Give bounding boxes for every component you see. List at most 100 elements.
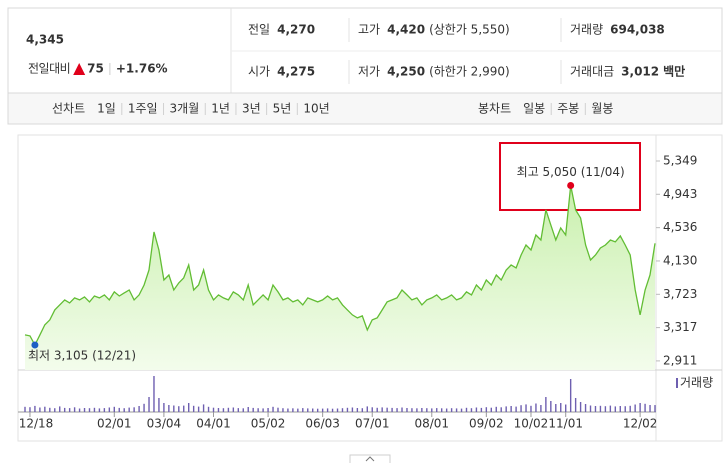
volume-bar — [158, 398, 160, 412]
volume-bar — [277, 407, 279, 412]
high-label: 최고 5,050 (11/04) — [517, 165, 625, 179]
tab[interactable]: 3년 — [242, 102, 261, 116]
volume-bar — [351, 407, 354, 412]
volume-bar — [604, 406, 607, 412]
tab[interactable]: 3개월 — [170, 102, 200, 116]
volume-bar — [535, 403, 537, 412]
volume-bar — [440, 408, 443, 412]
volume-bar — [416, 408, 418, 412]
volume-bar — [34, 405, 36, 412]
tab-bar — [7, 92, 723, 125]
volume-bar — [118, 407, 120, 412]
volume-legend: 거래량 — [680, 376, 713, 390]
volume-bar — [44, 406, 46, 412]
tab[interactable]: 주봉 — [557, 102, 579, 116]
x-tick-label: 11/01 — [548, 417, 583, 431]
tab[interactable]: 월봉 — [591, 102, 613, 116]
tab[interactable]: 10년 — [303, 102, 329, 116]
volume-bar — [569, 379, 572, 412]
volume-bar — [649, 405, 651, 412]
volume-bar — [644, 403, 646, 412]
y-tick-label: 3,723 — [663, 287, 697, 301]
volume-bar — [445, 408, 448, 412]
tab[interactable]: 5년 — [273, 102, 292, 116]
volume-bar — [207, 406, 210, 412]
volume-bar — [103, 408, 106, 412]
volume-bar — [609, 405, 612, 412]
volume-bar — [381, 407, 383, 412]
volume-bar — [460, 408, 463, 412]
volume-bar — [183, 405, 185, 412]
tab[interactable]: 1일 — [97, 102, 116, 116]
volume-bar — [143, 403, 145, 412]
x-tick-label: 10/02 — [514, 417, 549, 431]
volume-bar — [371, 407, 373, 412]
volume-bar — [495, 406, 497, 412]
stat-value: 694,038 — [610, 23, 665, 37]
volume-bar — [257, 408, 259, 412]
y-tick-label: 3,317 — [663, 320, 697, 334]
volume-bar — [63, 407, 66, 412]
x-tick-label: 12/02 — [623, 417, 658, 431]
volume-bar — [589, 405, 592, 412]
volume-bar — [217, 408, 220, 412]
volume-bar — [654, 405, 656, 412]
volume-bar — [386, 407, 388, 412]
volume-bar — [307, 408, 309, 412]
volume-bar — [545, 397, 547, 412]
volume-bar — [39, 407, 41, 412]
volume-bar — [624, 406, 626, 412]
volume-bar — [148, 397, 150, 412]
y-tick-label: 2,911 — [663, 353, 697, 367]
stat-value: 4,275 — [277, 65, 315, 79]
x-tick-label: 04/01 — [196, 417, 231, 431]
volume-bar — [450, 408, 453, 412]
collapse-tab[interactable] — [349, 454, 391, 463]
volume-bar — [555, 404, 557, 412]
volume-bar — [634, 404, 636, 412]
tab[interactable]: 일봉 — [523, 102, 545, 116]
x-tick-label: 07/01 — [355, 417, 390, 431]
volume-bar — [401, 407, 403, 412]
volume-bar — [153, 376, 155, 412]
volume-bar — [247, 407, 249, 412]
low-point — [31, 341, 39, 349]
volume-bar — [346, 407, 349, 412]
volume-bar — [73, 407, 76, 412]
volume-bar — [128, 407, 130, 412]
volume-bar — [470, 408, 473, 412]
price-area — [25, 185, 655, 370]
volume-bar — [272, 406, 274, 412]
volume-bar — [133, 407, 135, 412]
volume-bar — [336, 408, 339, 412]
tab[interactable]: 1년 — [211, 102, 230, 116]
stat-label: 고가 — [358, 23, 380, 37]
x-tick-label: 08/01 — [414, 417, 449, 431]
volume-bar — [197, 406, 200, 412]
tab-group-label: 봉차트 — [478, 102, 511, 116]
volume-bar — [98, 408, 101, 412]
volume-bar — [510, 406, 512, 412]
tab[interactable]: 1주일 — [128, 102, 158, 116]
volume-bar — [426, 408, 428, 412]
volume-bar — [222, 408, 225, 412]
stat-value: 3,012 — [621, 65, 659, 79]
volume-bar — [356, 408, 359, 412]
collapse-icon[interactable] — [365, 456, 375, 462]
stat-label: 시가 — [248, 65, 270, 79]
stat-value: 4,270 — [277, 23, 315, 37]
volume-bar — [93, 407, 96, 412]
volume-bar — [540, 405, 542, 412]
volume-bar — [252, 407, 254, 412]
volume-bar — [485, 407, 488, 412]
volume-bar — [619, 406, 621, 412]
change-value: 75 — [87, 62, 104, 76]
volume-bar — [88, 408, 91, 412]
stat-label: 저가 — [358, 65, 380, 79]
y-tick-label: 5,349 — [663, 153, 697, 167]
volume-bar — [475, 407, 478, 412]
high-point — [567, 182, 575, 190]
volume-bar — [163, 403, 165, 412]
stat-value: 4,420 — [387, 23, 425, 37]
